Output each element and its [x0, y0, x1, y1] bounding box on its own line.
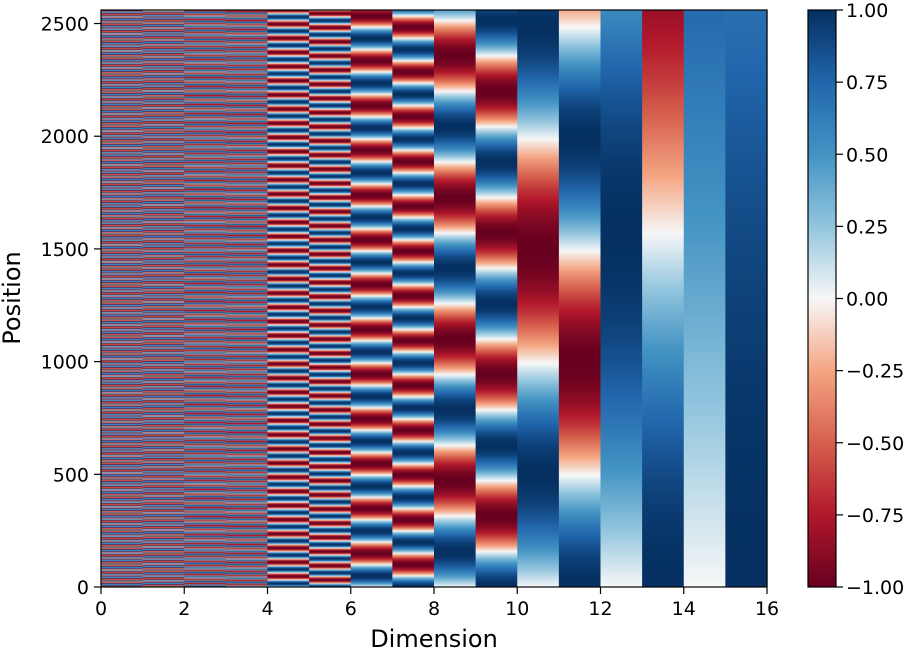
colorbar-tick-label: −0.75 [846, 505, 904, 527]
heatmap-column-5 [309, 10, 352, 587]
x-tick-label: 16 [755, 598, 779, 620]
colorbar [807, 9, 837, 588]
heatmap-column-14 [683, 10, 726, 587]
colorbar-axis: −1.00 −0.75 −0.50 −0.25 0.00 0.25 0.50 0.75 1.00 [836, 0, 904, 599]
y-tick-label: 0 [77, 577, 89, 599]
plot-area [101, 10, 768, 587]
x-axis: 0 2 4 6 8 10 12 14 16 [95, 587, 779, 620]
colorbar-tick-label: 1.00 [846, 0, 888, 22]
heatmap-column-2 [184, 10, 227, 587]
heatmap-column-8 [434, 10, 477, 587]
y-tick-label: 2000 [41, 126, 89, 148]
y-tick-label: 2500 [41, 14, 89, 36]
x-tick-label: 2 [178, 598, 190, 620]
y-tick-label: 500 [53, 464, 89, 486]
colorbar-tick-label: 0.25 [846, 216, 888, 238]
colorbar-tick-label: −0.25 [846, 361, 904, 383]
x-tick-label: 6 [345, 598, 357, 620]
heatmap-column-4 [267, 10, 310, 587]
x-tick-label: 0 [95, 598, 107, 620]
x-tick-label: 14 [672, 598, 696, 620]
heatmap-column-12 [600, 10, 643, 587]
heatmap-column-7 [392, 10, 435, 587]
colorbar-tick-label: 0.00 [846, 289, 888, 311]
y-axis-label: Position [0, 251, 26, 344]
x-tick-label: 8 [428, 598, 440, 620]
x-tick-label: 10 [505, 598, 529, 620]
colorbar-tick-label: −1.00 [846, 577, 904, 599]
heatmap-column-13 [642, 10, 685, 587]
y-tick-label: 1000 [41, 352, 89, 374]
heatmap-column-9 [475, 10, 518, 587]
heatmap-column-15 [725, 10, 768, 587]
y-axis: 0 500 1000 1500 2000 2500 [41, 14, 101, 599]
heatmap-column-11 [558, 10, 602, 587]
x-tick-label: 12 [588, 598, 612, 620]
heatmap-column-10 [517, 10, 560, 587]
heatmap-column-1 [142, 10, 185, 587]
colorbar-tick-label: 0.50 [846, 144, 888, 166]
heatmap-column-3 [225, 10, 269, 587]
y-tick-label: 1500 [41, 239, 89, 261]
x-axis-label: Dimension [370, 625, 498, 652]
x-tick-label: 4 [261, 598, 273, 620]
colorbar-tick-label: −0.50 [846, 433, 904, 455]
heatmap-column-0 [101, 10, 144, 587]
heatmap-column-6 [350, 10, 393, 587]
colorbar-tick-label: 0.75 [846, 72, 888, 94]
